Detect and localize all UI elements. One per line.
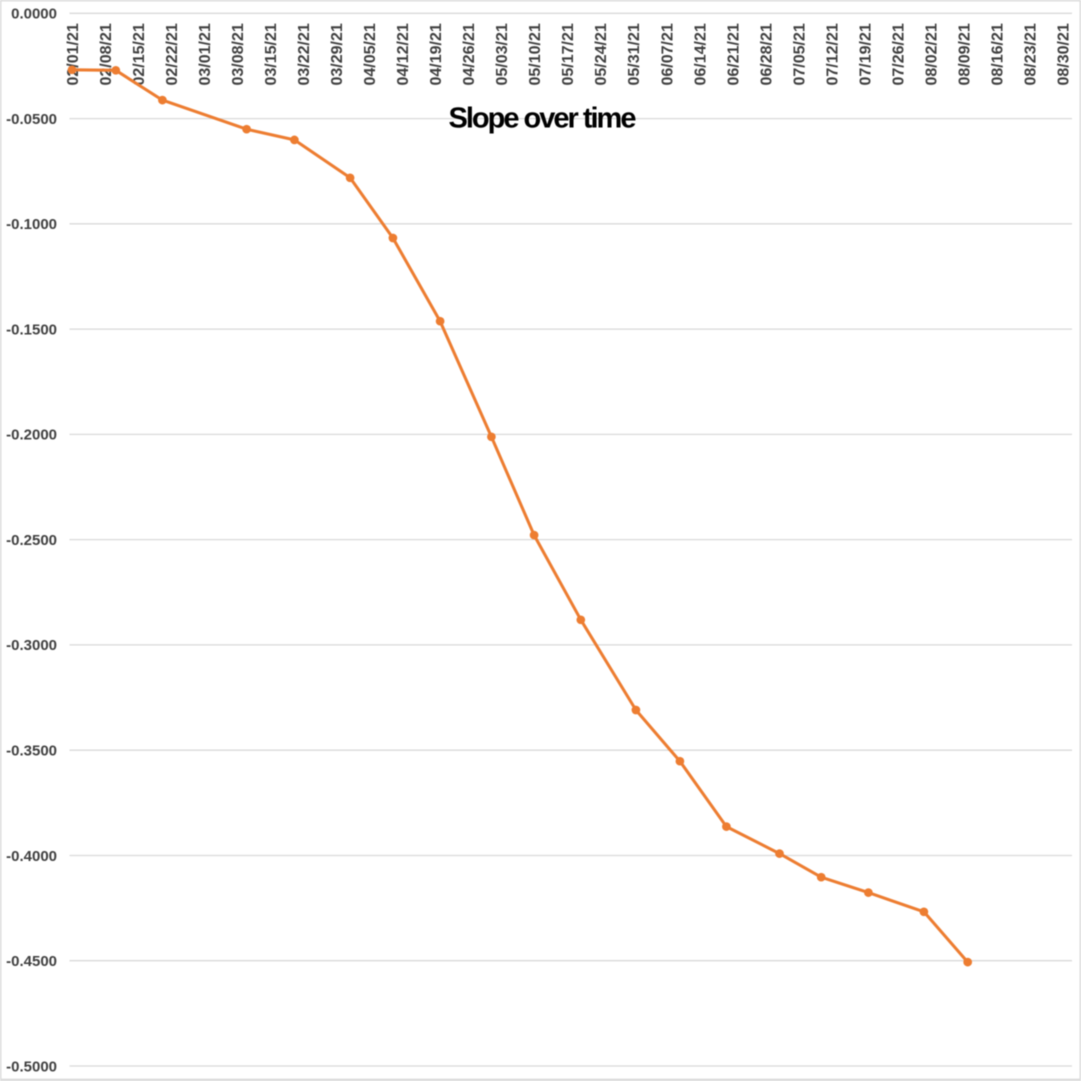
svg-text:06/21/21: 06/21/21 xyxy=(725,23,742,85)
svg-text:-0.2500: -0.2500 xyxy=(6,532,57,549)
svg-text:05/17/21: 05/17/21 xyxy=(560,23,577,85)
svg-text:05/03/21: 05/03/21 xyxy=(494,23,511,85)
svg-text:08/02/21: 08/02/21 xyxy=(923,23,940,85)
svg-text:-0.3000: -0.3000 xyxy=(6,637,57,654)
svg-text:02/22/21: 02/22/21 xyxy=(164,23,181,85)
svg-text:08/16/21: 08/16/21 xyxy=(990,23,1007,85)
svg-text:04/26/21: 04/26/21 xyxy=(461,23,478,85)
svg-text:04/05/21: 04/05/21 xyxy=(362,23,379,85)
svg-text:-0.4500: -0.4500 xyxy=(6,953,57,970)
svg-text:07/12/21: 07/12/21 xyxy=(824,23,841,85)
svg-text:03/01/21: 03/01/21 xyxy=(197,23,214,85)
svg-text:08/23/21: 08/23/21 xyxy=(1023,23,1040,85)
svg-text:-0.2000: -0.2000 xyxy=(6,427,57,444)
svg-text:Slope over time: Slope over time xyxy=(449,103,637,135)
svg-text:04/19/21: 04/19/21 xyxy=(428,23,445,85)
svg-text:03/22/21: 03/22/21 xyxy=(296,23,313,85)
svg-text:02/01/21: 02/01/21 xyxy=(65,23,82,85)
svg-text:0.0000: 0.0000 xyxy=(11,6,57,23)
svg-text:07/05/21: 07/05/21 xyxy=(791,23,808,85)
svg-text:07/19/21: 07/19/21 xyxy=(857,23,874,85)
svg-text:-0.0500: -0.0500 xyxy=(6,111,57,128)
svg-text:06/07/21: 06/07/21 xyxy=(659,23,676,85)
svg-text:-0.1500: -0.1500 xyxy=(6,321,57,338)
svg-text:08/30/21: 08/30/21 xyxy=(1056,23,1073,85)
svg-text:08/09/21: 08/09/21 xyxy=(956,23,973,85)
svg-text:-0.3500: -0.3500 xyxy=(6,743,57,760)
svg-text:03/29/21: 03/29/21 xyxy=(329,23,346,85)
svg-text:03/08/21: 03/08/21 xyxy=(230,23,247,85)
svg-text:02/08/21: 02/08/21 xyxy=(98,23,115,85)
svg-text:03/15/21: 03/15/21 xyxy=(263,23,280,85)
svg-text:-0.4000: -0.4000 xyxy=(6,848,57,865)
svg-text:06/28/21: 06/28/21 xyxy=(758,23,775,85)
svg-text:04/12/21: 04/12/21 xyxy=(395,23,412,85)
svg-text:-0.5000: -0.5000 xyxy=(6,1058,57,1075)
svg-text:05/24/21: 05/24/21 xyxy=(593,23,610,85)
svg-text:05/10/21: 05/10/21 xyxy=(527,23,544,85)
svg-text:06/14/21: 06/14/21 xyxy=(692,23,709,85)
svg-text:05/31/21: 05/31/21 xyxy=(626,23,643,85)
svg-text:-0.1000: -0.1000 xyxy=(6,216,57,233)
svg-text:02/15/21: 02/15/21 xyxy=(131,23,148,85)
svg-text:07/26/21: 07/26/21 xyxy=(890,23,907,85)
